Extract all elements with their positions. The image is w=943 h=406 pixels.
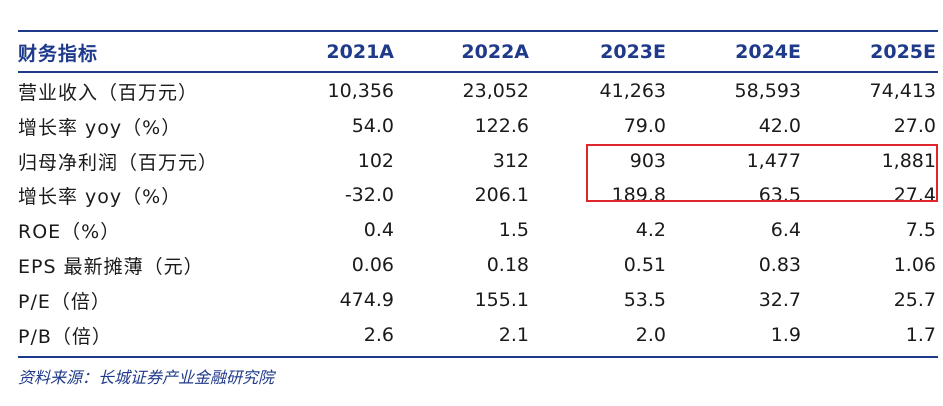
table-top-rule	[18, 30, 938, 32]
table-cell: 54.0	[351, 115, 394, 137]
table-cell: 58,593	[734, 80, 801, 102]
table-cell: 23,052	[462, 80, 529, 102]
table-row: ROE（%） 0.4 1.5 4.2 6.4 7.5	[18, 213, 938, 247]
table-row: 增长率 yoy（%） 54.0 122.6 79.0 42.0 27.0	[18, 109, 938, 143]
row-label: EPS 最新摊薄（元）	[18, 255, 204, 278]
header-2024e: 2024E	[735, 41, 801, 63]
header-2021a: 2021A	[326, 41, 394, 63]
table-cell: 41,263	[599, 80, 666, 102]
table-cell: 1,477	[746, 150, 801, 172]
row-label: ROE（%）	[18, 220, 121, 243]
table-row: P/B（倍） 2.6 2.1 2.0 1.9 1.7	[18, 318, 938, 352]
table-cell: 903	[629, 150, 666, 172]
table-cell: 102	[357, 150, 394, 172]
table-cell: 1,881	[881, 150, 936, 172]
table-cell: 42.0	[758, 115, 801, 137]
table-header-rule	[18, 71, 938, 73]
table-cell: 27.0	[893, 115, 936, 137]
table-header-row: 财务指标 2021A 2022A 2023E 2024E 2025E	[18, 34, 938, 70]
table-cell: 1.5	[498, 219, 529, 241]
table-cell: 1.9	[770, 324, 801, 346]
table-cell: 0.18	[486, 254, 529, 276]
table-cell: 474.9	[339, 289, 394, 311]
header-2022a: 2022A	[461, 41, 529, 63]
table-cell: 155.1	[474, 289, 529, 311]
table-cell: 312	[492, 150, 529, 172]
table-cell: 4.2	[635, 219, 666, 241]
header-2025e: 2025E	[870, 41, 936, 63]
table-cell: 1.7	[905, 324, 936, 346]
row-label: 增长率 yoy（%）	[18, 185, 182, 208]
table-cell: 1.06	[893, 254, 936, 276]
row-label: 归母净利润（百万元）	[18, 151, 219, 174]
table-cell: 7.5	[905, 219, 936, 241]
table-row: 归母净利润（百万元） 102 312 903 1,477 1,881	[18, 144, 938, 178]
table-cell: 6.4	[770, 219, 801, 241]
row-label: P/E（倍）	[18, 290, 111, 313]
table-cell: 32.7	[758, 289, 801, 311]
table-row: P/E（倍） 474.9 155.1 53.5 32.7 25.7	[18, 283, 938, 317]
table-cell: 10,356	[327, 80, 394, 102]
table-cell: 0.83	[758, 254, 801, 276]
source-note: 资料来源：长城证券产业金融研究院	[18, 368, 275, 387]
table-cell: 53.5	[623, 289, 666, 311]
table-cell: 79.0	[623, 115, 666, 137]
table-cell: 0.51	[623, 254, 666, 276]
highlight-box	[586, 144, 938, 202]
table-cell: 25.7	[893, 289, 936, 311]
table-cell: 2.6	[363, 324, 394, 346]
row-label: P/B（倍）	[18, 325, 112, 348]
table-cell: 0.06	[351, 254, 394, 276]
row-label: 营业收入（百万元）	[18, 81, 199, 104]
table-cell: 2.0	[635, 324, 666, 346]
table-cell: 206.1	[474, 184, 529, 206]
table-cell: -32.0	[344, 184, 394, 206]
row-label: 增长率 yoy（%）	[18, 116, 182, 139]
table-cell: 122.6	[474, 115, 529, 137]
table-row: 营业收入（百万元） 10,356 23,052 41,263 58,593 74…	[18, 74, 938, 108]
table-bottom-rule	[18, 356, 938, 358]
header-2023e: 2023E	[600, 41, 666, 63]
header-label: 财务指标	[18, 42, 99, 65]
table-cell: 74,413	[869, 80, 936, 102]
table-row: EPS 最新摊薄（元） 0.06 0.18 0.51 0.83 1.06	[18, 248, 938, 282]
table-cell: 2.1	[498, 324, 529, 346]
table-cell: 0.4	[363, 219, 394, 241]
